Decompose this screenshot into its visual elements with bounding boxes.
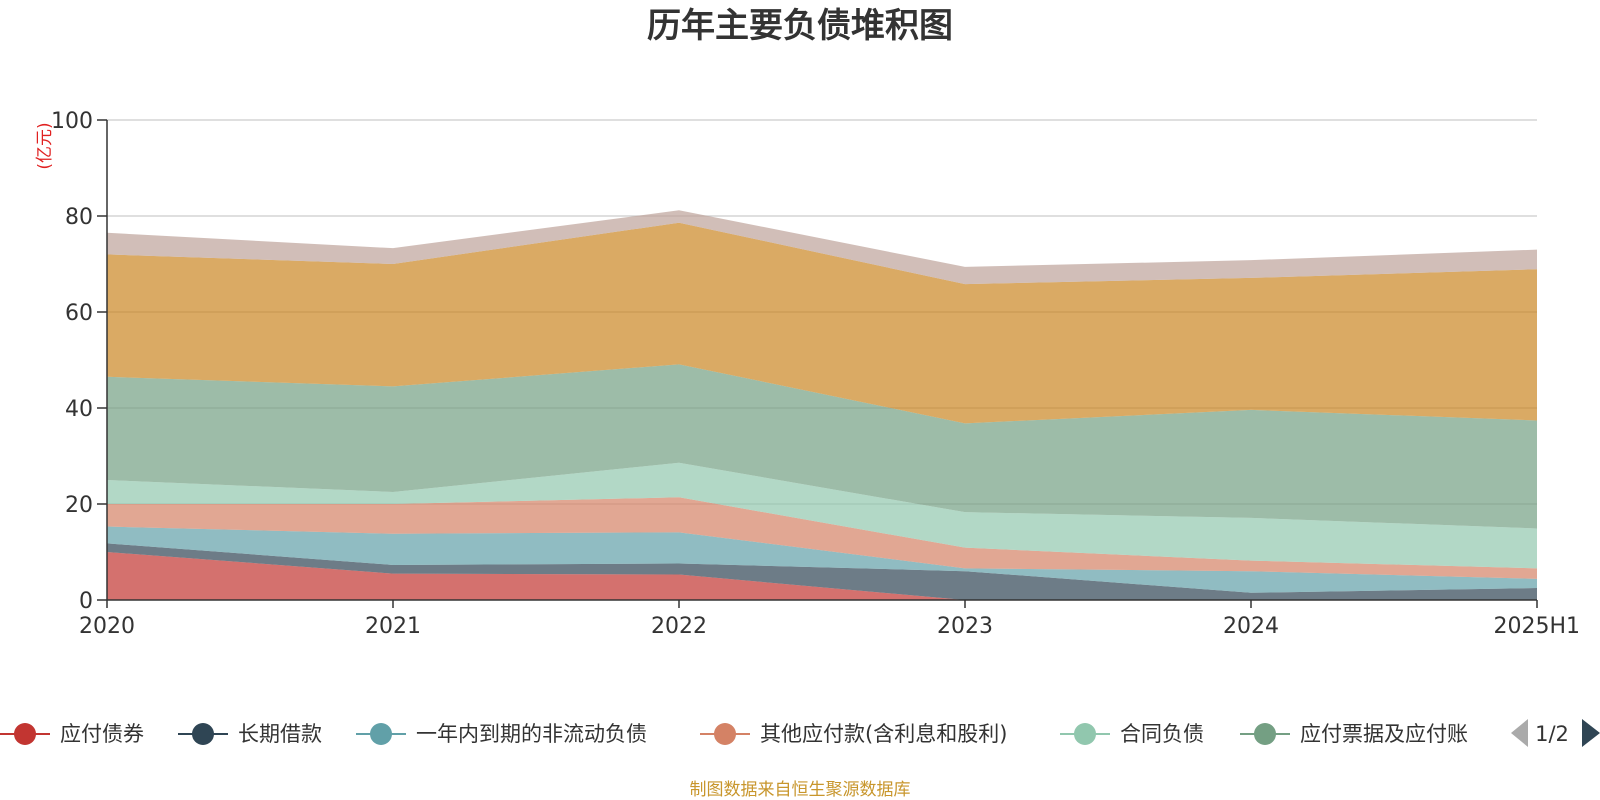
x-tick-label: 2024	[1223, 614, 1279, 639]
area-series-band	[107, 543, 1537, 600]
legend-pager: 1/2	[1511, 719, 1600, 747]
legend-label: 长期借款	[238, 722, 322, 746]
y-axis-unit: (亿元)	[35, 122, 55, 169]
area-series	[107, 210, 1537, 600]
x-tick-label: 2023	[937, 614, 993, 639]
x-tick-label: 2025H1	[1493, 614, 1580, 639]
x-tick-label: 2022	[651, 614, 707, 639]
legend-item[interactable]: 应付票据及应付账	[1240, 722, 1468, 746]
y-tick-label: 60	[65, 301, 93, 326]
legend-label: 一年内到期的非流动负债	[416, 722, 647, 746]
y-tick-label: 0	[79, 589, 93, 614]
legend-label: 合同负债	[1120, 722, 1204, 746]
area-series-band	[107, 497, 1537, 579]
legend-marker	[192, 723, 214, 745]
legend-item[interactable]: 长期借款	[178, 722, 322, 746]
y-tick-label: 80	[65, 205, 93, 230]
x-tick-label: 2020	[79, 614, 135, 639]
legend-marker	[14, 723, 36, 745]
area-series-band	[107, 222, 1537, 424]
area-series-band	[107, 364, 1537, 529]
legend-label: 其他应付款(含利息和股利)	[760, 722, 1007, 746]
legend-item[interactable]: 其他应付款(含利息和股利)	[700, 722, 1007, 746]
legend-label: 应付票据及应付账	[1300, 722, 1468, 746]
legend: 应付债券 长期借款 一年内到期的非流动负债 其他应付款(含利息和股利) 合同负债 应付票据…	[0, 722, 1468, 746]
chart-title: 历年主要负债堆积图	[647, 6, 953, 46]
data-source-note: 制图数据来自恒生聚源数据库	[690, 780, 911, 800]
legend-marker	[1074, 723, 1096, 745]
area-series-band	[107, 552, 1537, 600]
legend-item[interactable]: 一年内到期的非流动负债	[356, 722, 647, 746]
y-tick-label: 40	[65, 397, 93, 422]
legend-marker	[714, 723, 736, 745]
axes	[106, 120, 1537, 601]
legend-label: 应付债券	[60, 722, 144, 746]
area-series-band	[107, 210, 1537, 285]
legend-page-indicator: 1/2	[1535, 722, 1569, 746]
y-tick-label: 20	[65, 493, 93, 518]
legend-marker	[370, 723, 392, 745]
legend-marker	[1254, 723, 1276, 745]
legend-prev-icon[interactable]	[1511, 719, 1528, 747]
area-series-band	[107, 526, 1537, 593]
area-series-band	[107, 462, 1537, 569]
y-tick-label: 100	[51, 109, 93, 134]
legend-next-icon[interactable]	[1582, 719, 1600, 747]
legend-item[interactable]: 应付债券	[0, 722, 144, 746]
legend-item[interactable]: 合同负债	[1060, 722, 1204, 746]
x-tick-label: 2021	[365, 614, 421, 639]
x-axis-ticks: 2020 2021 2022 2023 2024 2025H1	[79, 600, 1580, 639]
y-axis-ticks: 0 20 40 60 80 100	[51, 109, 107, 614]
